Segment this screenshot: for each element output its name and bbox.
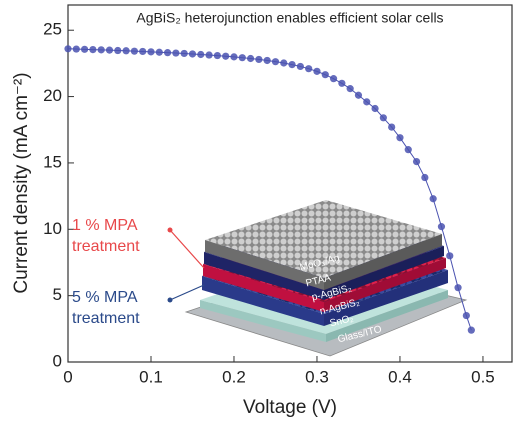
data-point: [346, 85, 354, 93]
y-tick-label: 20: [43, 86, 62, 105]
data-point: [404, 146, 412, 154]
y-tick-label: 15: [43, 152, 62, 171]
data-point: [139, 47, 147, 56]
y-tick-label: 0: [53, 351, 62, 370]
data-point: [263, 56, 271, 65]
data-point: [122, 47, 130, 55]
data-point: [97, 46, 105, 54]
data-point: [89, 45, 97, 54]
data-point: [72, 45, 80, 53]
data-point: [329, 75, 338, 83]
data-point: [467, 326, 475, 334]
data-point: [338, 79, 346, 87]
plot-frame: [67, 4, 513, 363]
data-point: [238, 54, 246, 62]
data-point: [462, 311, 470, 320]
annotation: treatment: [72, 310, 140, 327]
data-point: [64, 45, 72, 53]
annotation: 5 % MPA: [72, 289, 138, 306]
y-tick-label: 10: [43, 219, 62, 238]
annotation: 1 % MPA: [72, 217, 138, 234]
data-point: [155, 48, 163, 56]
data-point: [388, 123, 396, 131]
data-point: [246, 54, 255, 63]
data-point: [354, 91, 363, 99]
data-point: [437, 223, 446, 231]
data-point: [180, 49, 188, 58]
x-axis-label: Voltage (V): [243, 397, 337, 418]
data-point: [321, 71, 329, 79]
data-point: [130, 47, 138, 55]
data-point: [105, 46, 114, 54]
y-axis-label: Current density (mA cm⁻²): [11, 72, 32, 293]
data-point: [205, 51, 213, 59]
data-point: [197, 50, 205, 59]
data-point: [188, 50, 197, 58]
data-point: [163, 49, 172, 57]
data-point: [379, 114, 387, 122]
data-point: [305, 65, 313, 73]
x-tick-label: 0.2: [222, 367, 246, 386]
annotation: treatment: [72, 238, 140, 255]
chart-title: AgBiS₂ heterojunction enables efficient …: [136, 10, 443, 26]
data-point: [280, 59, 288, 67]
data-point: [313, 67, 321, 75]
y-tick-label: 25: [43, 20, 62, 39]
data-point: [288, 60, 296, 69]
data-point: [412, 158, 421, 166]
data-point: [213, 51, 221, 60]
data-point: [296, 62, 304, 71]
y-tick-label: 5: [53, 285, 62, 304]
x-tick-label: 0.4: [388, 367, 412, 386]
device-illustration: [167, 200, 468, 357]
data-point: [222, 52, 230, 60]
data-point: [172, 49, 180, 57]
data-point: [454, 284, 462, 292]
data-point: [114, 46, 122, 55]
x-tick-label: 0: [63, 367, 72, 386]
data-point: [147, 48, 155, 56]
x-tick-label: 0.1: [139, 367, 163, 386]
data-point: [271, 58, 280, 66]
x-tick-label: 0.3: [305, 367, 329, 386]
data-point: [396, 134, 404, 142]
data-point: [371, 104, 379, 113]
data-point: [80, 45, 89, 53]
x-tick-label: 0.5: [471, 367, 495, 386]
data-point: [421, 173, 429, 182]
data-point: [446, 252, 454, 260]
data-point: [429, 195, 437, 203]
data-point: [363, 98, 371, 106]
data-point: [230, 53, 238, 61]
data-point: [255, 55, 263, 64]
